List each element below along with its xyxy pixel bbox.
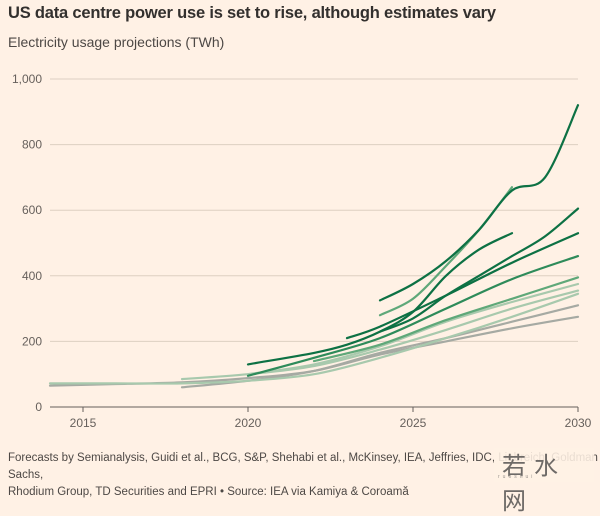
forecast-line-10: [246, 232, 514, 366]
forecast-line-1: [48, 315, 580, 387]
y-tick-label: 0: [35, 400, 42, 414]
forecast-line-5: [246, 282, 580, 376]
watermark-subtext: ruoshui: [498, 474, 536, 480]
forecast-line-4: [180, 289, 580, 381]
forecast-line-3: [48, 292, 580, 385]
forecast-line-6: [312, 276, 580, 363]
chart-subtitle: Electricity usage projections (TWh): [8, 34, 225, 50]
forecast-line-7: [246, 255, 580, 377]
line-chart: 0 200 400 600 800 1,000 2015 2020 2025 2030: [12, 72, 592, 430]
y-tick-label: 200: [22, 334, 42, 348]
watermark-logo: 若水网 ruoshui: [494, 448, 594, 515]
y-tick-label: 800: [22, 138, 42, 152]
y-tick-label: 600: [22, 203, 42, 217]
watermark-text: 若水网: [502, 452, 566, 515]
forecast-line-9: [378, 207, 580, 333]
x-tick-label: 2020: [235, 416, 262, 430]
footer-line-1: Forecasts by Semianalysis, Guidi et al.,…: [8, 452, 598, 481]
forecast-line-12: [378, 104, 580, 302]
x-tick-label: 2030: [565, 416, 592, 430]
x-tick-label: 2015: [70, 416, 97, 430]
y-tick-label: 1,000: [12, 72, 42, 86]
chart-title: US data centre power use is set to rise,…: [8, 4, 496, 22]
y-tick-label: 400: [22, 269, 42, 283]
x-tick-label: 2025: [400, 416, 427, 430]
